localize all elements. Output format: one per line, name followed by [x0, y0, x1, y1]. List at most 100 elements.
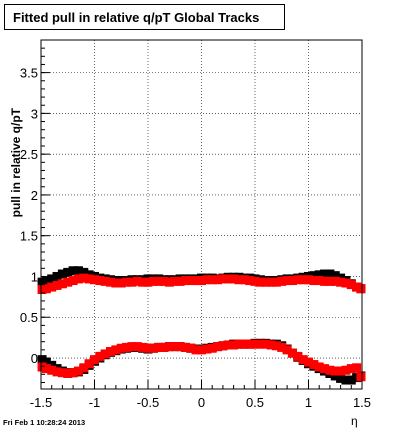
data-point: [148, 276, 158, 286]
series-3: [37, 339, 366, 382]
data-point: [304, 357, 313, 367]
data-point: [287, 276, 297, 286]
data-point: [148, 343, 158, 353]
data-point: [52, 271, 62, 281]
data-point: [47, 274, 57, 284]
data-point: [330, 271, 340, 281]
data-point: [309, 271, 319, 281]
x-axis-label: η: [351, 414, 358, 428]
data-point: [202, 344, 212, 354]
data-point: [164, 342, 174, 352]
timestamp-footer: Fri Feb 1 10:28:24 2013: [3, 418, 86, 427]
data-point: [111, 345, 121, 355]
data-point: [197, 345, 206, 355]
data-point: [218, 274, 228, 284]
data-point: [47, 282, 57, 292]
x-tick-label: 0.5: [246, 395, 264, 410]
data-point: [95, 351, 105, 361]
data-point: [356, 372, 366, 382]
data-point: [132, 276, 142, 286]
data-point: [271, 277, 281, 287]
data-point: [159, 342, 169, 352]
axis-layer: -1.5 -1 -0.5 0 0.5 1 1.5 0 0.5 1 1.5 2 2.5 3 3.5: [20, 47, 371, 410]
data-point: [266, 340, 276, 350]
data-point: [154, 342, 164, 352]
data-point: [346, 364, 356, 374]
data-point: [41, 284, 51, 294]
data-point: [293, 275, 303, 285]
data-point: [180, 342, 190, 352]
data-point: [122, 277, 132, 287]
y-tick-label: 1.5: [20, 229, 38, 244]
data-point: [282, 276, 292, 286]
data-point: [63, 369, 73, 379]
data-point: [304, 275, 313, 285]
data-point: [336, 373, 346, 383]
data-point: [68, 276, 78, 286]
data-point: [325, 276, 335, 286]
data-point: [277, 276, 287, 286]
data-point: [207, 275, 217, 285]
data-point: [282, 345, 292, 355]
data-point: [47, 365, 57, 375]
data-point: [234, 339, 244, 349]
data-point: [68, 266, 78, 276]
data-point: [314, 270, 324, 280]
data-point: [73, 266, 83, 276]
y-axis-label: pull in relative q/pT: [9, 108, 23, 218]
data-point: [106, 346, 116, 356]
y-tick-label: 2: [31, 188, 38, 203]
data-point: [325, 365, 335, 375]
data-point: [197, 276, 206, 286]
data-point: [154, 276, 164, 286]
data-point: [132, 342, 142, 352]
data-point: [41, 357, 51, 367]
data-point: [298, 355, 308, 365]
data-point: [90, 355, 99, 365]
data-point: [346, 375, 356, 385]
data-point: [79, 267, 89, 277]
data-point: [255, 277, 265, 287]
data-point: [266, 277, 276, 287]
chart-title: Fitted pull in relative q/pT Global Trac…: [4, 4, 285, 30]
data-point: [175, 342, 185, 352]
data-point: [330, 276, 340, 286]
data-point: [341, 365, 351, 375]
data-point: [127, 342, 137, 352]
data-point: [213, 275, 223, 285]
data-point: [57, 269, 67, 279]
data-point: [116, 278, 126, 288]
y-tick-label: 0.5: [20, 310, 38, 325]
data-point: [341, 278, 351, 288]
data-point: [314, 276, 324, 286]
data-point: [271, 341, 281, 351]
data-point: [84, 274, 94, 284]
data-point: [250, 339, 260, 349]
data-point: [90, 275, 99, 285]
data-point: [330, 371, 340, 381]
data-point: [320, 276, 330, 286]
data-point: [213, 342, 223, 352]
data-point: [314, 362, 324, 372]
data-point: [293, 351, 303, 361]
data-point: [100, 276, 110, 286]
data-point: [202, 275, 212, 285]
y-tick-label: 3: [31, 106, 38, 121]
data-point: [84, 359, 94, 369]
data-point: [73, 274, 83, 284]
data-point: [207, 343, 217, 353]
data-point: [234, 275, 244, 285]
data-point: [261, 339, 271, 349]
data-point: [138, 342, 148, 352]
data-point: [239, 275, 249, 285]
y-tick-label: 3.5: [20, 66, 38, 81]
data-point: [170, 342, 180, 352]
x-tick-label: -1.5: [30, 395, 52, 410]
data-point: [186, 276, 196, 286]
data-point: [143, 343, 153, 353]
data-point: [352, 363, 362, 373]
data-point: [138, 277, 148, 287]
data-point: [127, 277, 137, 287]
data-point: [255, 339, 265, 349]
